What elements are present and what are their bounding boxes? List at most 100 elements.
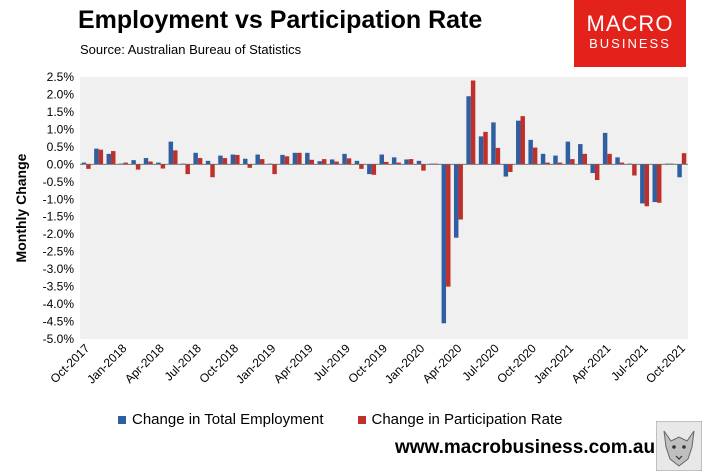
participation-bar: [644, 164, 650, 207]
participation-bar: [135, 164, 141, 170]
y-tick-label: 0.5%: [47, 140, 75, 154]
participation-bar: [681, 153, 687, 165]
employment-bar: [565, 141, 571, 165]
y-tick-label: -1.0%: [43, 192, 75, 206]
participation-bar: [446, 164, 451, 287]
employment-bar: [329, 159, 335, 165]
employment-bar: [478, 136, 484, 165]
participation-bar: [297, 152, 302, 165]
employment-bar: [416, 160, 422, 165]
employment-bar: [491, 122, 496, 165]
x-tick-label: Jan-2020: [382, 341, 428, 387]
participation-bar: [607, 153, 612, 165]
legend-employment: Change in Total Employment: [118, 411, 324, 428]
participation-bar: [371, 164, 377, 175]
participation-bar: [396, 162, 401, 165]
x-tick-label: Jan-2018: [84, 341, 130, 387]
participation-bar: [532, 147, 538, 165]
participation-bar: [495, 147, 501, 165]
employment-bar: [342, 153, 347, 165]
participation-bar: [656, 164, 662, 203]
participation-bar: [247, 164, 252, 168]
employment-bar: [367, 164, 372, 175]
participation-bar: [594, 164, 600, 181]
employment-bar: [156, 162, 161, 165]
x-tick-label: Apr-2019: [271, 341, 316, 386]
participation-bar: [421, 164, 426, 171]
employment-bar: [578, 144, 583, 165]
employment-bar: [466, 96, 471, 165]
wolf-icon: [656, 421, 702, 471]
bar-chart: 2.5% 2.0% 1.5% 1.0% 0.5% 0.0% -0.5% -1.0% -1.5% -…: [13, 70, 688, 387]
chart-source: Source: Australian Bureau of Statistics: [80, 42, 302, 57]
participation-bar: [259, 159, 265, 165]
participation-bar: [582, 153, 587, 165]
y-axis-label: Monthly Change: [13, 153, 29, 262]
employment-bar: [255, 154, 260, 165]
legend-swatch-employment: [118, 415, 126, 424]
legend-label-employment: Change in Total Employment: [132, 411, 324, 428]
y-tick-label: -3.5%: [43, 280, 75, 294]
participation-bar: [321, 159, 327, 165]
participation-bar: [408, 159, 414, 165]
x-tick-label: Jan-2019: [233, 341, 279, 387]
employment-bar: [503, 164, 509, 177]
y-tick-label: -4.0%: [43, 297, 75, 311]
website-url: www.macrobusiness.com.au: [395, 437, 656, 458]
participation-bar: [309, 159, 315, 165]
y-tick-label: 0.0%: [47, 157, 75, 171]
employment-bar: [193, 152, 198, 165]
employment-bar: [218, 155, 223, 165]
participation-bar: [173, 150, 178, 165]
employment-bar: [131, 160, 136, 165]
chart-legend: Change in Total Employment Change in Par…: [118, 411, 562, 428]
employment-bar: [615, 157, 620, 165]
employment-bar: [317, 161, 322, 165]
participation-bar: [520, 116, 525, 165]
logo-line-2: BUSINESS: [589, 36, 671, 51]
employment-bar: [640, 164, 645, 204]
y-tick-label: -2.0%: [43, 227, 75, 241]
participation-bar: [148, 161, 153, 165]
participation-bar: [98, 149, 104, 165]
employment-bar: [280, 154, 285, 165]
employment-bar: [540, 153, 546, 165]
employment-bar: [106, 153, 112, 165]
y-tick-label: 2.5%: [47, 70, 75, 84]
employment-bar: [168, 141, 174, 165]
y-tick-label: -2.5%: [43, 245, 75, 259]
participation-bar: [470, 80, 476, 165]
participation-bar: [570, 159, 575, 165]
y-tick-label: -0.5%: [43, 175, 75, 189]
employment-bar: [391, 157, 397, 165]
participation-bar: [619, 162, 625, 165]
y-tick-label: 2.0%: [47, 87, 75, 101]
legend-label-participation: Change in Participation Rate: [371, 411, 563, 428]
participation-bar: [334, 161, 339, 165]
employment-bar: [602, 132, 608, 165]
participation-bar: [185, 164, 190, 175]
participation-bar: [483, 131, 488, 165]
participation-bar: [384, 161, 389, 165]
participation-bar: [160, 164, 166, 169]
participation-bar: [632, 164, 637, 176]
participation-bar: [123, 162, 128, 165]
x-tick-label: Apr-2020: [420, 341, 465, 386]
participation-bar: [210, 164, 215, 178]
chart-title: Employment vs Participation Rate: [78, 6, 483, 34]
employment-bar: [590, 164, 595, 174]
employment-bar: [677, 164, 682, 178]
participation-bar: [111, 151, 116, 165]
participation-bar: [222, 158, 228, 165]
bars: [81, 80, 687, 324]
employment-bar: [354, 160, 360, 165]
participation-bar: [545, 162, 550, 165]
employment-bar: [81, 162, 87, 165]
employment-bar: [528, 139, 533, 165]
participation-bar: [235, 154, 240, 165]
employment-bar: [441, 164, 447, 324]
y-axis: 2.5% 2.0% 1.5% 1.0% 0.5% 0.0% -0.5% -1.0% -1.5% -…: [43, 70, 75, 346]
employment-bar: [243, 158, 248, 165]
y-tick-label: -4.5%: [43, 315, 75, 329]
legend-swatch-participation: [357, 415, 366, 424]
